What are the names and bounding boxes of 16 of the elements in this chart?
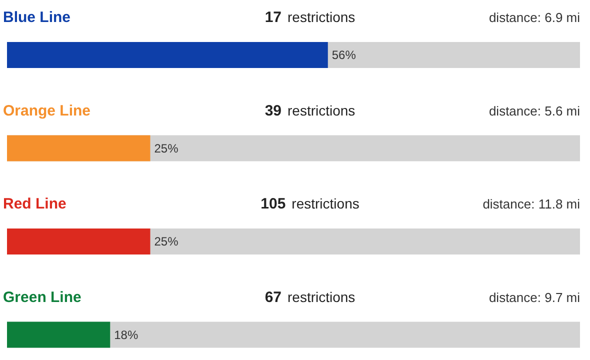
annotation: distance: 11.8 mi <box>482 196 580 212</box>
annotation: 17 restrictions <box>264 9 356 26</box>
data-label: 25% <box>154 234 179 248</box>
annotation: distance: 5.6 mi <box>488 103 580 118</box>
annotation: distance: 6.9 mi <box>488 10 580 25</box>
y-tick-label: Green Line <box>3 288 82 306</box>
annotation: 105 restrictions <box>260 196 360 212</box>
annotation: 39 restrictions <box>264 102 356 120</box>
annotation: distance: 9.7 mi <box>488 290 580 305</box>
data-label: 56% <box>332 48 356 62</box>
y-tick-label: Blue Line <box>3 9 71 26</box>
data-label: 25% <box>154 141 179 156</box>
y-tick-label: Orange Line <box>3 102 91 120</box>
data-label: 18% <box>114 328 138 342</box>
annotation: 67 restrictions <box>264 288 356 306</box>
y-tick-label: Red Line <box>3 196 66 212</box>
